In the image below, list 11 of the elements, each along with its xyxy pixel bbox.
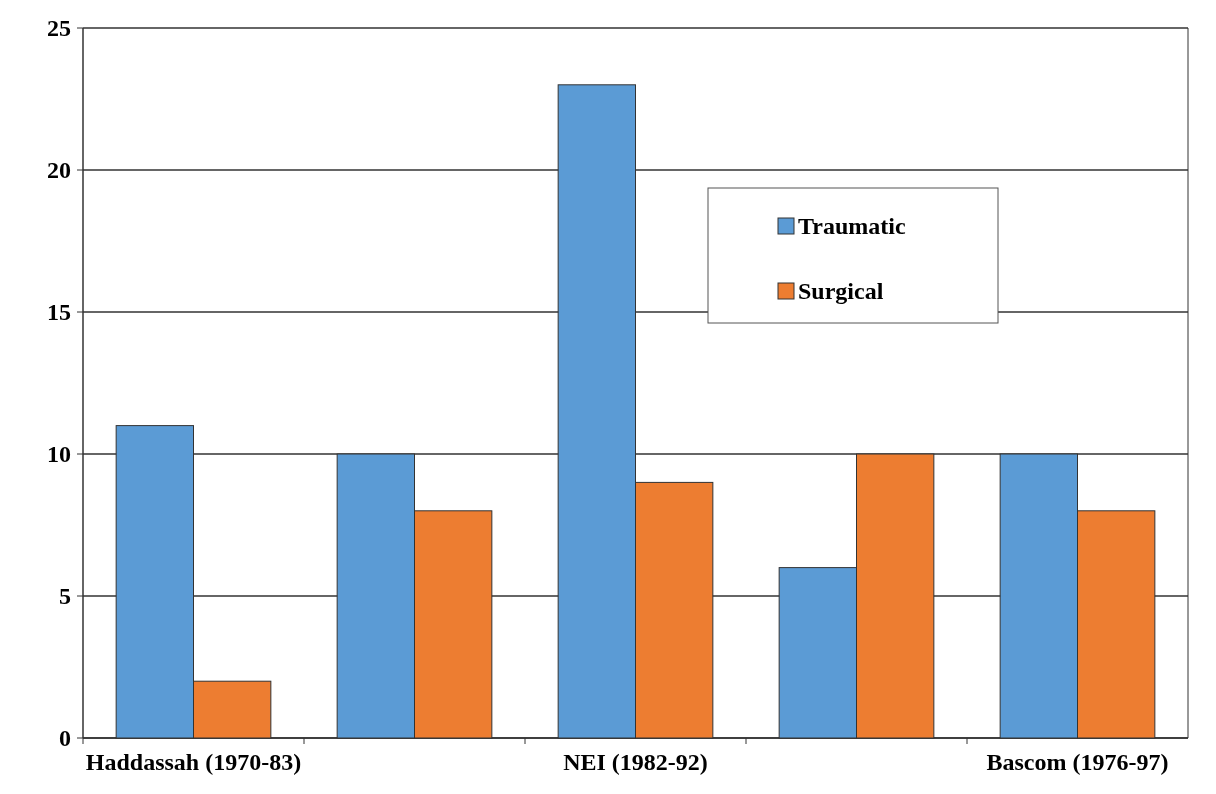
y-tick-label: 0 <box>59 725 71 752</box>
y-tick-label: 25 <box>47 15 71 42</box>
x-tick-label: NEI (1982-92) <box>563 749 708 775</box>
y-tick-label: 5 <box>59 583 71 610</box>
x-tick-label: Bascom (1976-97) <box>986 749 1169 775</box>
y-tick-label: 20 <box>47 157 71 184</box>
legend-label: Traumatic <box>798 213 906 240</box>
legend-label: Surgical <box>798 278 884 305</box>
x-tick-label: Haddassah (1970-83) <box>85 749 302 775</box>
y-tick-label: 15 <box>47 299 71 326</box>
y-tick-label: 10 <box>47 441 71 468</box>
